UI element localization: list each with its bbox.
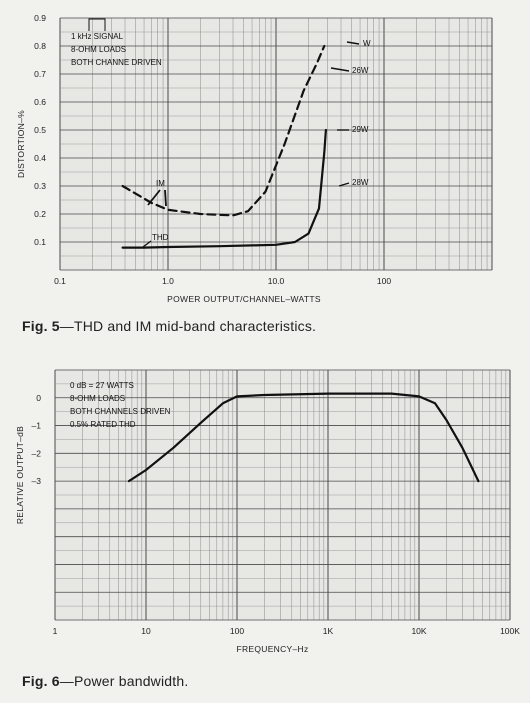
fig6-chart: 1 10 100 1K 10K 100K 0 –1 –2 –3 FREQUENCY–Hz RELATI…	[15, 369, 520, 654]
fig5-caption-label: Fig. 5	[22, 318, 60, 334]
fig5-legend-line: 1 kHz SIGNAL	[71, 32, 124, 41]
fig5-y-tick-label: 0.8	[34, 41, 46, 51]
fig6-y-tick-label: 0	[36, 393, 41, 403]
fig5-y-axis-label: DISTORTION–%	[16, 110, 26, 178]
fig5-grid-horizontal	[60, 17, 492, 271]
fig6-x-tick-label: 100	[230, 626, 244, 636]
fig6-series-0-line	[127, 392, 480, 483]
fig5-series-thd-line	[121, 128, 327, 249]
fig6-x-tick-label: 10K	[411, 626, 426, 636]
fig5-point-label: W	[363, 39, 371, 48]
fig5-legend-note: 1 kHz SIGNAL 8-OHM LOADS BOTH CHANNE DRIVE…	[71, 32, 162, 67]
fig5-y-tick-label: 0.9	[34, 13, 46, 23]
fig6-legend-line: 0 dB = 27 WATTS	[70, 381, 134, 390]
fig6-caption-text: —Power bandwidth.	[59, 673, 189, 689]
fig5-caption-text: —THD and IM mid-band characteristics.	[59, 318, 317, 334]
fig6-y-axis-label: RELATIVE OUTPUT–dB	[15, 426, 25, 524]
fig5-x-axis-label: POWER OUTPUT/CHANNEL–WATTS	[167, 294, 321, 304]
fig5-x-tick-label: 0.1	[54, 276, 66, 286]
fig6-legend-line: 0.5% RATED THD	[70, 420, 136, 429]
fig5-y-tick-label: 0.1	[34, 237, 46, 247]
fig6-x-tick-label: 1K	[323, 626, 334, 636]
fig6-x-tick-label: 10	[141, 626, 151, 636]
fig5-series-im-line	[121, 44, 326, 217]
fig5-x-tick-label: 10.0	[268, 276, 285, 286]
fig5-y-tick-label: 0.3	[34, 181, 46, 191]
fig6-y-tick-label: –3	[32, 476, 42, 486]
fig6-caption: Fig. 6—Power bandwidth.	[22, 673, 188, 689]
fig6-caption-label: Fig. 6	[22, 673, 60, 689]
fig5-point-label: 29W	[352, 125, 369, 134]
fig5-caption: Fig. 5—THD and IM mid-band characteristi…	[22, 318, 316, 334]
fig5-legend-line: BOTH CHANNE DRIVEN	[71, 58, 162, 67]
fig5-y-tick-label: 0.5	[34, 125, 46, 135]
fig5-im-label: IM	[156, 179, 165, 188]
fig5-point-arrow	[330, 67, 350, 72]
fig5-point-arrow	[346, 41, 360, 45]
fig5-x-tick-label: 1.0	[162, 276, 174, 286]
fig5-x-tick-label: 100	[377, 276, 391, 286]
fig6-x-tick-label: 1	[53, 626, 58, 636]
fig6-legend-line: 8-OHM LOADS	[70, 394, 125, 403]
fig5-chart: 0.1 1.0 10.0 100 0.1 0.2 0.3 0.4 0.5 0.6 0.7 0.8 0.9…	[16, 13, 493, 304]
fig5-y-tick-label: 0.4	[34, 153, 46, 163]
fig5-legend-line: 8-OHM LOADS	[71, 45, 126, 54]
fig6-x-tick-label: 100K	[500, 626, 520, 636]
fig5-point-label: 26W	[352, 66, 369, 75]
fig5-note-bracket	[88, 18, 106, 31]
fig5-im-arrow	[147, 189, 161, 206]
fig5-y-tick-label: 0.2	[34, 209, 46, 219]
fig6-x-axis-label: FREQUENCY–Hz	[236, 644, 308, 654]
fig6-legend-note: 0 dB = 27 WATTS 8-OHM LOADS BOTH CHANNELS …	[70, 381, 171, 429]
fig6-grid-horizontal	[55, 369, 510, 621]
fig6-legend-line: BOTH CHANNELS DRIVEN	[70, 407, 171, 416]
fig5-point-label: 28W	[352, 178, 369, 187]
fig5-y-tick-label: 0.7	[34, 69, 46, 79]
fig6-y-tick-label: –2	[32, 448, 42, 458]
fig5-thd-arrow	[142, 240, 152, 248]
fig5-point-arrow	[338, 182, 350, 187]
fig5-im-arrow-2	[164, 189, 167, 207]
fig6-y-tick-label: –1	[32, 421, 42, 431]
fig5-thd-label: THD	[152, 233, 169, 242]
fig5-y-tick-label: 0.6	[34, 97, 46, 107]
